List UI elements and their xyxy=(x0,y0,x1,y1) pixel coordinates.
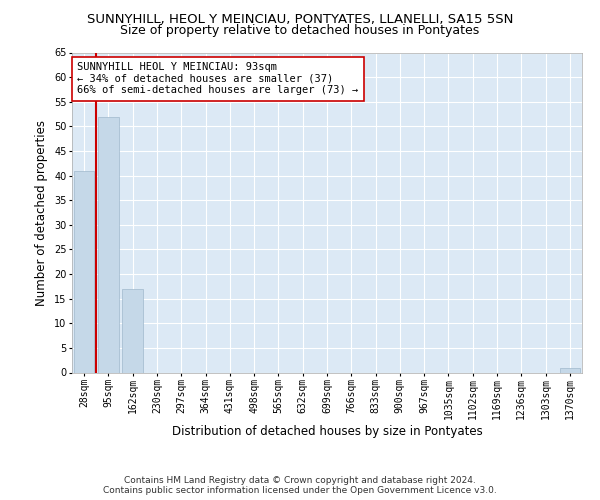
Text: SUNNYHILL HEOL Y MEINCIAU: 93sqm
← 34% of detached houses are smaller (37)
66% o: SUNNYHILL HEOL Y MEINCIAU: 93sqm ← 34% o… xyxy=(77,62,358,96)
Bar xyxy=(122,289,143,372)
Bar xyxy=(74,170,94,372)
Bar xyxy=(98,116,119,372)
Text: SUNNYHILL, HEOL Y MEINCIAU, PONTYATES, LLANELLI, SA15 5SN: SUNNYHILL, HEOL Y MEINCIAU, PONTYATES, L… xyxy=(87,12,513,26)
Text: Contains HM Land Registry data © Crown copyright and database right 2024.
Contai: Contains HM Land Registry data © Crown c… xyxy=(103,476,497,495)
Y-axis label: Number of detached properties: Number of detached properties xyxy=(35,120,49,306)
X-axis label: Distribution of detached houses by size in Pontyates: Distribution of detached houses by size … xyxy=(172,424,482,438)
Bar xyxy=(560,368,580,372)
Text: Size of property relative to detached houses in Pontyates: Size of property relative to detached ho… xyxy=(121,24,479,37)
